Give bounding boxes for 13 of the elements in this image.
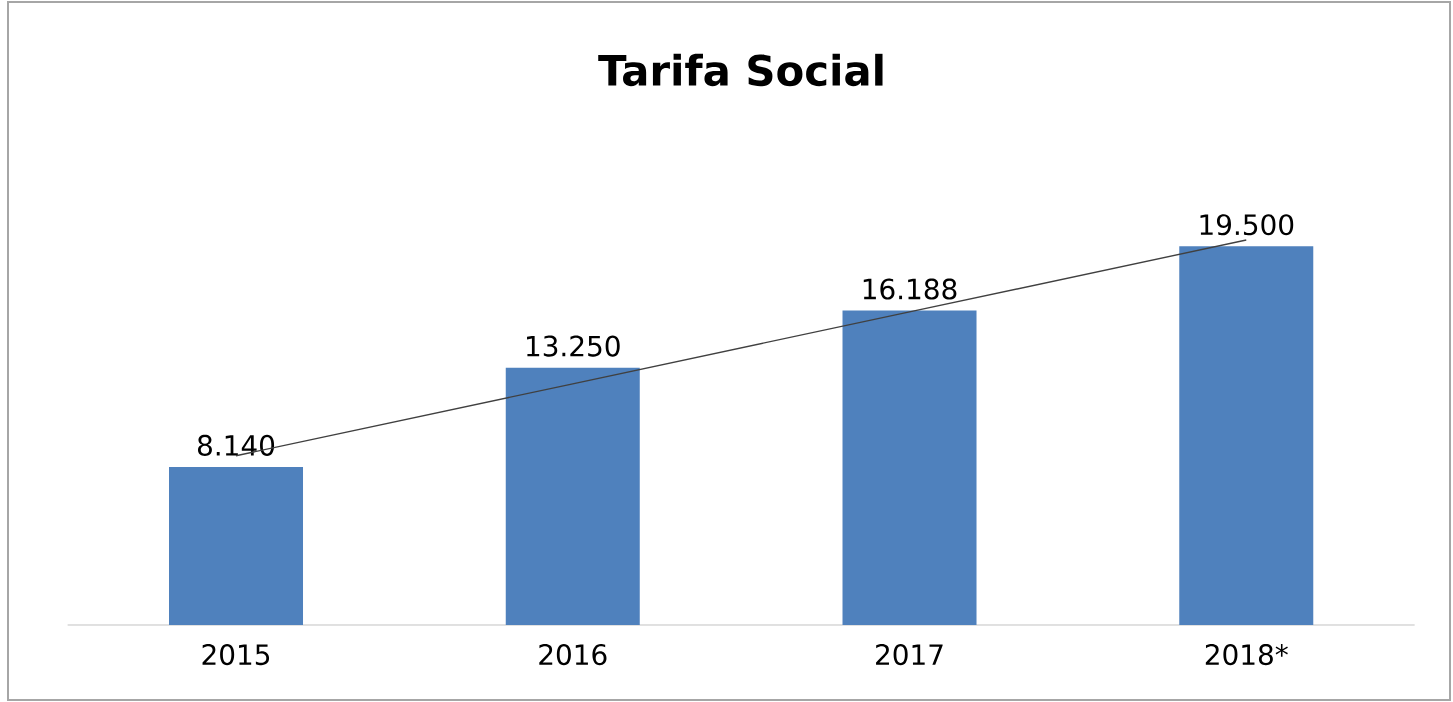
bar xyxy=(169,466,304,625)
data-label: 16.188 xyxy=(863,278,957,300)
bar xyxy=(842,310,977,625)
bar xyxy=(1179,246,1314,625)
data-label: 19.500 xyxy=(1200,214,1294,236)
x-tick-label: 2015 xyxy=(202,644,270,666)
data-label: 8.140 xyxy=(197,434,275,456)
x-tick-label: 2017 xyxy=(876,644,943,666)
x-tick-label: 2016 xyxy=(539,644,607,666)
data-label: 13.250 xyxy=(527,335,620,357)
bar xyxy=(505,367,640,625)
chart-title: Tarifa Social xyxy=(598,53,883,87)
x-tick-label: 2018* xyxy=(1205,644,1288,666)
